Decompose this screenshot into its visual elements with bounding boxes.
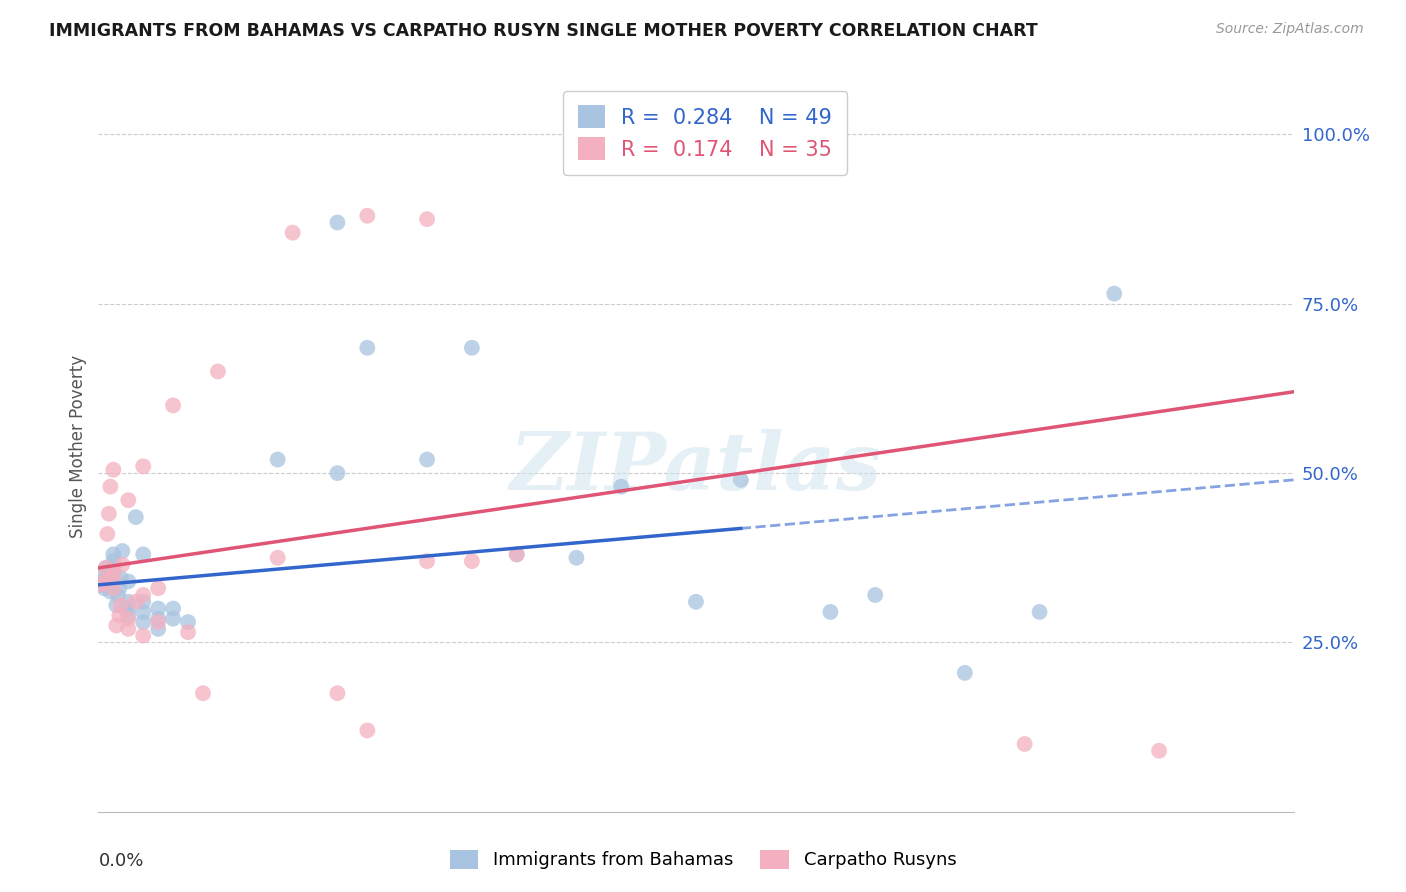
Point — [117, 601, 139, 615]
Point — [132, 629, 155, 643]
Point — [162, 612, 184, 626]
Point — [103, 564, 125, 578]
Point — [132, 605, 155, 619]
Point — [461, 554, 484, 568]
Point — [267, 550, 290, 565]
Point — [953, 665, 976, 680]
Point — [94, 561, 117, 575]
Text: IMMIGRANTS FROM BAHAMAS VS CARPATHO RUSYN SINGLE MOTHER POVERTY CORRELATION CHAR: IMMIGRANTS FROM BAHAMAS VS CARPATHO RUSY… — [49, 22, 1038, 40]
Point — [177, 615, 200, 629]
Point — [90, 578, 112, 592]
Text: ZIPatlas: ZIPatlas — [510, 429, 882, 507]
Point — [91, 574, 114, 589]
Point — [685, 595, 707, 609]
Point — [730, 473, 752, 487]
Point — [416, 452, 439, 467]
Point — [125, 510, 148, 524]
Point — [110, 598, 132, 612]
Point — [117, 622, 139, 636]
Point — [97, 507, 120, 521]
Point — [117, 493, 139, 508]
Point — [132, 547, 155, 561]
Point — [416, 212, 439, 227]
Point — [103, 547, 125, 561]
Point — [125, 595, 148, 609]
Text: Source: ZipAtlas.com: Source: ZipAtlas.com — [1216, 22, 1364, 37]
Point — [326, 466, 349, 480]
Point — [207, 364, 229, 378]
Point — [1014, 737, 1036, 751]
Point — [759, 141, 782, 155]
Point — [103, 581, 125, 595]
Point — [132, 595, 155, 609]
Point — [103, 554, 125, 568]
Point — [565, 550, 588, 565]
Point — [148, 615, 170, 629]
Point — [506, 547, 529, 561]
Point — [148, 612, 170, 626]
Point — [111, 544, 134, 558]
Point — [356, 341, 378, 355]
Legend: Immigrants from Bahamas, Carpatho Rusyns: Immigrants from Bahamas, Carpatho Rusyns — [440, 840, 966, 879]
Point — [103, 463, 125, 477]
Point — [610, 480, 633, 494]
Point — [103, 561, 125, 575]
Point — [93, 567, 115, 582]
Point — [90, 578, 112, 592]
Point — [356, 723, 378, 738]
Point — [108, 581, 131, 595]
Point — [105, 618, 128, 632]
Point — [416, 554, 439, 568]
Point — [117, 595, 139, 609]
Point — [326, 215, 349, 229]
Point — [103, 578, 125, 592]
Point — [1104, 286, 1126, 301]
Point — [98, 480, 122, 494]
Point — [105, 598, 128, 612]
Point — [865, 588, 887, 602]
Point — [148, 581, 170, 595]
Point — [103, 571, 125, 585]
Point — [326, 686, 349, 700]
Point — [148, 601, 170, 615]
Point — [162, 601, 184, 615]
Point — [506, 547, 529, 561]
Point — [117, 574, 139, 589]
Point — [117, 612, 139, 626]
Point — [177, 625, 200, 640]
Point — [94, 561, 117, 575]
Point — [1147, 744, 1170, 758]
Point — [162, 398, 184, 412]
Point — [461, 341, 484, 355]
Point — [108, 608, 131, 623]
Point — [132, 459, 155, 474]
Point — [98, 584, 122, 599]
Point — [117, 608, 139, 623]
Point — [103, 567, 125, 582]
Point — [820, 605, 842, 619]
Point — [93, 574, 115, 589]
Legend: R =  0.284    N = 49, R =  0.174    N = 35: R = 0.284 N = 49, R = 0.174 N = 35 — [562, 91, 846, 175]
Point — [267, 452, 290, 467]
Point — [96, 527, 118, 541]
Point — [1028, 605, 1050, 619]
Point — [101, 574, 124, 589]
Point — [132, 588, 155, 602]
Point — [148, 622, 170, 636]
Point — [111, 558, 134, 572]
Point — [107, 588, 129, 602]
Point — [191, 686, 214, 700]
Point — [281, 226, 304, 240]
Point — [114, 601, 136, 615]
Y-axis label: Single Mother Poverty: Single Mother Poverty — [69, 354, 87, 538]
Point — [132, 615, 155, 629]
Point — [356, 209, 378, 223]
Text: 0.0%: 0.0% — [98, 852, 143, 870]
Point — [97, 564, 120, 578]
Point — [93, 581, 115, 595]
Point — [110, 571, 132, 585]
Point — [96, 571, 118, 585]
